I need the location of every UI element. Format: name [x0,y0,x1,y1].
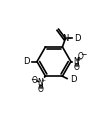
Text: −: − [30,75,36,84]
Text: O: O [73,63,79,72]
Text: N: N [73,57,79,66]
Text: +: + [41,78,46,83]
Text: D: D [23,57,29,66]
Text: D: D [70,75,77,84]
Text: D: D [74,34,80,43]
Text: N: N [62,34,69,43]
Text: O: O [32,76,38,85]
Text: −: − [80,50,86,59]
Text: O: O [37,85,43,94]
Text: N: N [37,78,43,87]
Text: +: + [77,57,82,62]
Text: –: – [68,35,72,41]
Text: O: O [77,52,83,61]
